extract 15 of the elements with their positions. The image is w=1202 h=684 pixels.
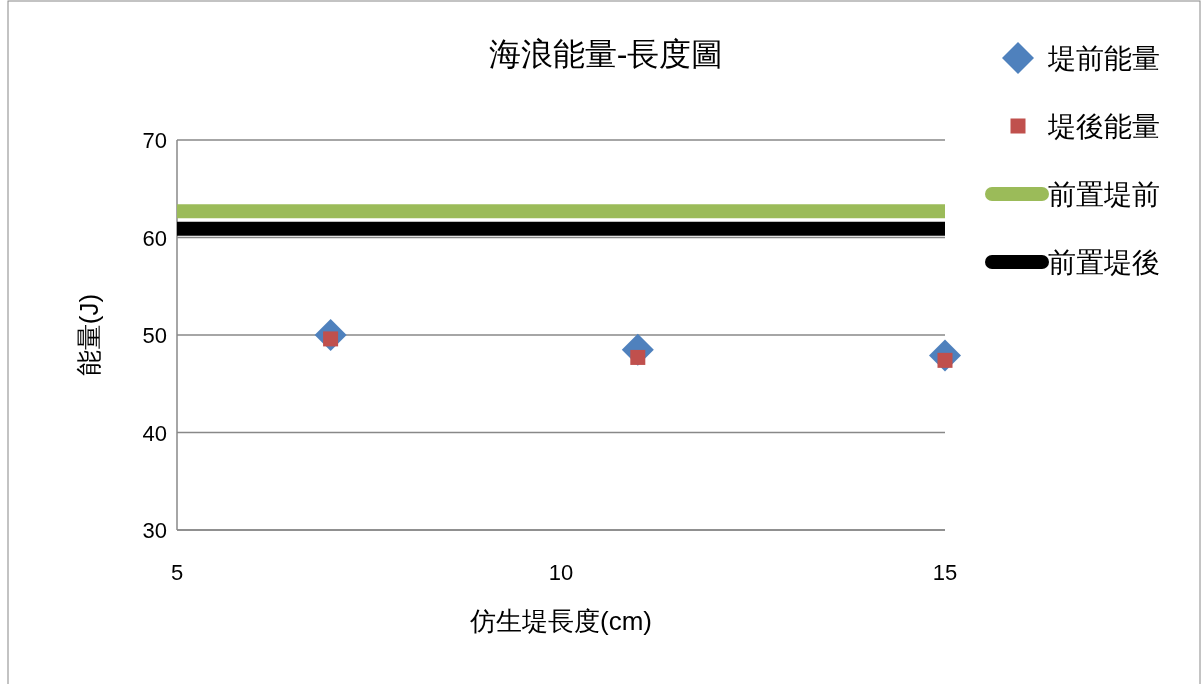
y-tick-label: 70 [142, 128, 167, 153]
y-tick-label: 50 [142, 323, 167, 348]
chart-title: 海浪能量-長度圖 [488, 36, 724, 72]
x-tick-label: 10 [548, 560, 574, 585]
x-tick-label: 5 [170, 560, 184, 585]
y-axis-title: 能量(J) [74, 293, 104, 377]
legend-label: 前置堤前 [1048, 179, 1160, 210]
x-tick-label: 15 [932, 560, 958, 585]
y-tick-label: 40 [142, 420, 167, 446]
legend-label: 堤後能量 [1047, 111, 1160, 142]
y-tick-label: 60 [142, 225, 167, 251]
legend-label: 前置堤後 [1048, 247, 1160, 278]
x-axis-title: 仿生堤長度(cm) [469, 606, 652, 636]
legend-label: 堤前能量 [1047, 43, 1160, 74]
y-tick-label: 30 [142, 518, 167, 543]
